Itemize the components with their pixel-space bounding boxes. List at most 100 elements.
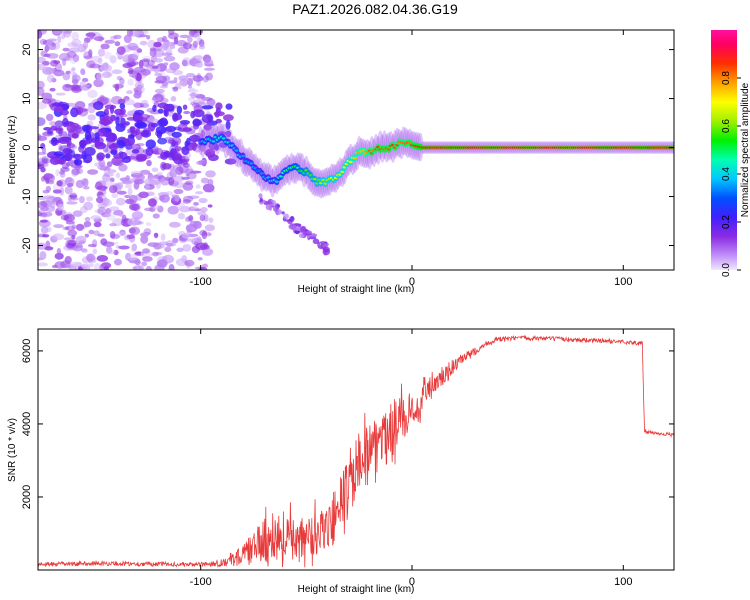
spectrogram-noise-blob — [69, 192, 78, 200]
spectrogram-y-tick-label: 10 — [21, 92, 33, 104]
spectrogram-noise-blob — [42, 234, 50, 238]
spectrogram-cluster-blob — [159, 117, 168, 127]
figure-title: PAZ1.2026.082.04.36.G19 — [292, 1, 458, 17]
spectrogram-noise-blob — [186, 238, 193, 242]
spectrogram-noise-blob — [182, 182, 194, 191]
spectrogram-cluster-blob — [121, 157, 132, 164]
spectrogram-cluster-blob — [70, 107, 79, 118]
spectrogram-noise-blob — [88, 49, 93, 57]
spectrogram-noise-blob — [87, 89, 98, 99]
spectrogram-noise-blob — [106, 249, 116, 255]
spectrogram-cluster-blob — [119, 103, 126, 110]
spectrogram-noise-blob — [138, 59, 144, 69]
spectrogram-cluster-blob — [155, 126, 167, 135]
spectrogram-noise-blob — [129, 226, 141, 235]
spectrogram-noise-blob — [90, 215, 102, 220]
spectrogram-x-axis-label: Height of straight line (km) — [298, 284, 415, 295]
spectrogram-branch-blob — [302, 231, 306, 236]
spectrogram-noise-blob — [195, 191, 204, 195]
spectrogram-noise-blob — [94, 181, 103, 191]
spectrogram-noise-blob — [173, 164, 182, 171]
spectrogram-noise-blob — [151, 97, 162, 101]
spectrogram-cluster-blob — [163, 150, 171, 158]
spectrogram-noise-blob — [69, 261, 82, 267]
spectrogram-branch-blob — [305, 230, 312, 235]
spectrogram-noise-blob — [101, 62, 109, 71]
spectrogram-cluster-blob — [134, 109, 145, 116]
spectrogram-noise-blob — [154, 58, 164, 63]
spectrogram-noise-blob — [115, 172, 121, 179]
spectrogram-noise-blob — [45, 240, 51, 249]
spectrogram-noise-blob — [144, 183, 150, 191]
spectrogram-cluster-blob — [201, 114, 213, 123]
spectrogram-cluster-blob — [150, 122, 158, 128]
spectrogram-cluster-blob — [115, 116, 120, 126]
spectrogram-noise-blob — [173, 188, 184, 195]
spectrogram-noise-blob — [163, 62, 169, 66]
spectrogram-cluster-blob — [182, 127, 192, 132]
spectrogram-cluster-blob — [215, 102, 223, 110]
spectrogram-noise-blob — [113, 160, 124, 167]
spectrogram-noise-blob — [141, 58, 151, 62]
spectrogram-noise-blob — [157, 137, 168, 145]
spectrogram-cluster-blob — [223, 114, 234, 122]
spectrogram-noise-blob — [74, 163, 82, 171]
spectrogram-noise-blob — [193, 202, 199, 206]
spectrogram-cluster-blob — [195, 109, 201, 114]
spectrogram-noise-blob — [65, 220, 75, 225]
spectrogram-cluster-blob — [97, 128, 107, 137]
spectrogram-noise-blob — [165, 191, 174, 196]
spectrogram-noise-blob — [92, 239, 98, 248]
spectrogram-cluster-blob — [56, 159, 66, 165]
spectrogram-noise-blob — [42, 98, 52, 104]
spectrogram-x-tick-label: 0 — [409, 276, 415, 288]
spectrogram-noise-blob — [181, 176, 191, 180]
spectrogram-noise-blob — [71, 234, 76, 240]
spectrogram-branch-blob — [281, 211, 285, 215]
spectrogram-noise-blob — [121, 177, 133, 183]
spectrogram-noise-blob — [113, 34, 122, 40]
spectrogram-noise-blob — [62, 47, 70, 52]
spectrogram-noise-blob — [162, 35, 168, 43]
spectrogram-noise-blob — [130, 170, 142, 175]
spectrogram-noise-blob — [154, 72, 162, 77]
spectrogram-blobs — [38, 30, 674, 270]
spectrogram-noise-blob — [203, 67, 215, 71]
spectrogram-ridge-core — [352, 157, 357, 160]
spectrogram-noise-blob — [132, 266, 137, 270]
spectrogram-noise-blob — [200, 177, 210, 184]
spectrogram-cluster-blob — [66, 138, 72, 147]
spectrogram-noise-blob — [198, 39, 205, 48]
spectrogram-ridge-halo — [237, 138, 244, 168]
spectrogram-noise-blob — [81, 249, 88, 253]
spectrogram-noise-blob — [190, 92, 197, 99]
spectrogram-cluster-blob — [213, 111, 225, 117]
spectrogram-noise-blob — [195, 62, 204, 68]
colorbar-label: Normalized spectral amplitude — [740, 82, 750, 217]
spectrogram-noise-blob — [172, 69, 184, 76]
spectrogram-noise-blob — [71, 31, 80, 41]
spectrogram-noise-blob — [96, 72, 104, 81]
spectrogram-noise-blob — [127, 217, 139, 227]
spectrogram-noise-blob — [90, 256, 97, 264]
spectrogram-noise-blob — [183, 110, 191, 115]
spectrogram-noise-blob — [111, 69, 123, 74]
spectrogram-noise-blob — [192, 75, 204, 82]
spectrogram-noise-blob — [122, 54, 134, 63]
spectrogram-noise-blob — [121, 214, 127, 224]
spectrogram-noise-blob — [203, 62, 210, 66]
spectrogram-cluster-blob — [224, 158, 237, 165]
spectrogram-noise-blob — [57, 35, 62, 44]
spectrogram-cluster-blob — [141, 129, 152, 138]
spectrogram-noise-blob — [196, 236, 202, 243]
spectrogram-cluster-blob — [64, 153, 73, 162]
spectrogram-noise-blob — [133, 179, 145, 185]
spectrogram-noise-blob — [44, 246, 54, 251]
spectrogram-noise-blob — [65, 70, 71, 74]
spectrogram-cluster-blob — [157, 108, 164, 114]
spectrogram-noise-blob — [154, 88, 165, 94]
spectrogram-noise-blob — [88, 262, 94, 268]
spectrogram-noise-blob — [50, 59, 58, 67]
